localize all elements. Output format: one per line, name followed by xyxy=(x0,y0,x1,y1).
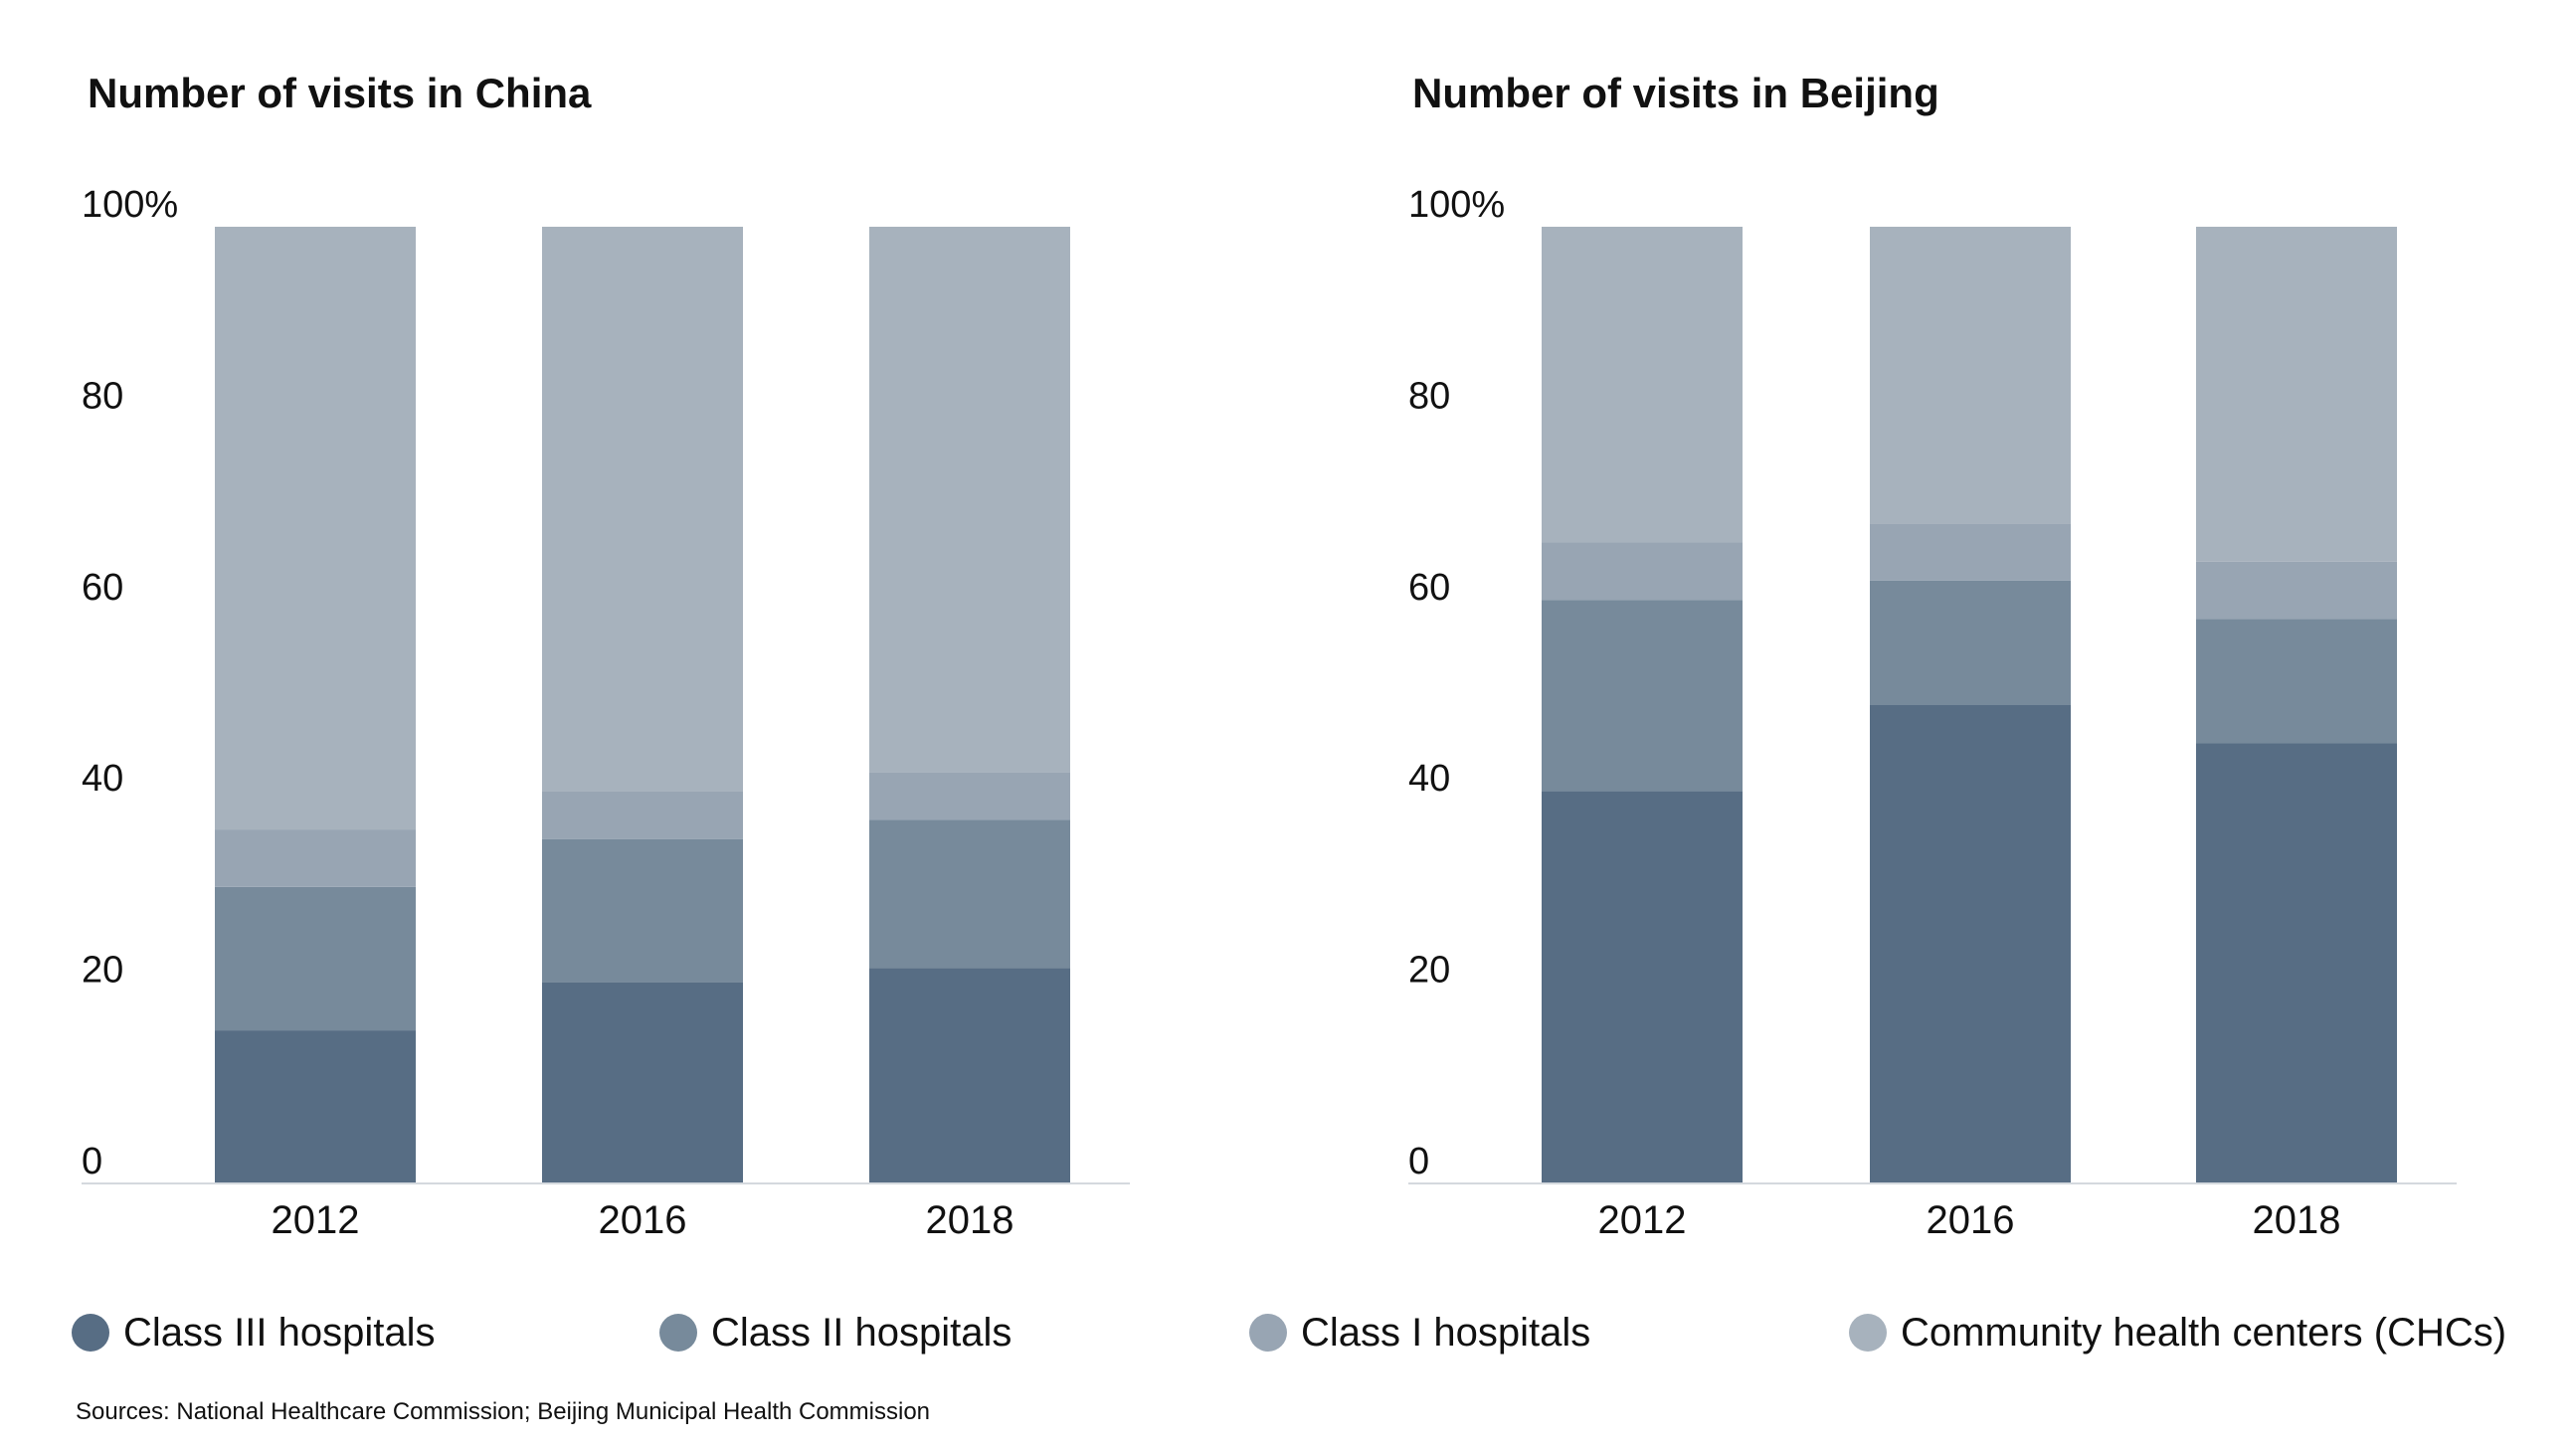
y-tick-label-china: 80 xyxy=(82,375,123,417)
legend-swatch-class-iii xyxy=(72,1314,109,1352)
bar-segment-beijing-2012-s0 xyxy=(1542,791,1743,1183)
bar-segment-china-2018-s2 xyxy=(869,772,1070,820)
bar-segment-china-2016-s0 xyxy=(542,982,743,1183)
bar-segment-china-2016-s1 xyxy=(542,838,743,983)
bar-segment-china-2018-s1 xyxy=(869,819,1070,969)
chart-title-beijing: Number of visits in Beijing xyxy=(1412,70,1939,116)
bar-segment-china-2018-s3 xyxy=(869,227,1070,773)
y-tick-label-china: 60 xyxy=(82,567,123,609)
bar-segment-beijing-2012-s1 xyxy=(1542,600,1743,792)
bar-segment-beijing-2018-s3 xyxy=(2196,227,2397,562)
bar-segment-china-2012-s1 xyxy=(215,886,416,1031)
x-tick-label-beijing: 2016 xyxy=(1927,1198,2015,1242)
x-tick-label-china: 2016 xyxy=(599,1198,687,1242)
bar-segment-china-2018-s0 xyxy=(869,968,1070,1183)
legend-item-class-ii: Class II hospitals xyxy=(659,1293,1012,1372)
bar-segment-china-2016-s3 xyxy=(542,227,743,792)
x-tick-label-beijing: 2018 xyxy=(2253,1198,2341,1242)
legend-item-chcs: Community health centers (CHCs) xyxy=(1849,1293,2506,1372)
legend-label-chcs: Community health centers (CHCs) xyxy=(1901,1310,2507,1355)
y-tick-label-beijing: 20 xyxy=(1408,950,1450,992)
bar-segment-beijing-2016-s1 xyxy=(1870,580,2071,705)
chart-title-china: Number of visits in China xyxy=(88,70,592,116)
charts-canvas: Number of visits in China 100% 80 60 40 20 0 20… xyxy=(82,70,2457,1242)
bar-segment-china-2016-s2 xyxy=(542,791,743,839)
legend-label-class-iii: Class III hospitals xyxy=(123,1310,436,1355)
legend-swatch-class-ii xyxy=(659,1314,697,1352)
x-tick-label-china: 2012 xyxy=(272,1198,360,1242)
chart-china: Number of visits in China 100% 80 60 40 20 0 20… xyxy=(82,70,1130,1242)
legend-label-class-ii: Class II hospitals xyxy=(711,1310,1012,1355)
bar-segment-beijing-2016-s0 xyxy=(1870,705,2071,1183)
bar-segment-beijing-2012-s3 xyxy=(1542,227,1743,543)
x-tick-label-china: 2018 xyxy=(926,1198,1014,1242)
y-tick-label-beijing: 60 xyxy=(1408,567,1450,609)
y-tick-label-beijing: 40 xyxy=(1408,758,1450,800)
bar-segment-beijing-2018-s0 xyxy=(2196,743,2397,1183)
source-note: Sources: National Healthcare Commission;… xyxy=(76,1398,931,1425)
y-tick-label-beijing: 0 xyxy=(1408,1141,1429,1182)
legend-label-class-i: Class I hospitals xyxy=(1301,1310,1591,1355)
legend: Class III hospitals Class II hospitals C… xyxy=(0,1293,2576,1372)
legend-item-class-iii: Class III hospitals xyxy=(72,1293,435,1372)
y-tick-label-china: 20 xyxy=(82,950,123,992)
legend-swatch-class-i xyxy=(1249,1314,1287,1352)
x-tick-label-beijing: 2012 xyxy=(1598,1198,1687,1242)
y-tick-label-china: 40 xyxy=(82,758,123,800)
chart-beijing: Number of visits in Beijing 100% 80 60 40 20 0… xyxy=(1408,70,2457,1242)
y-tick-label-beijing: 80 xyxy=(1408,375,1450,417)
bar-segment-beijing-2016-s3 xyxy=(1870,227,2071,524)
bar-segment-beijing-2018-s2 xyxy=(2196,561,2397,620)
legend-swatch-chcs xyxy=(1849,1314,1887,1352)
y-tick-label-china: 100% xyxy=(82,184,178,226)
y-tick-label-china: 0 xyxy=(82,1141,102,1182)
bar-segment-china-2012-s0 xyxy=(215,1030,416,1183)
bar-segment-beijing-2012-s2 xyxy=(1542,542,1743,601)
legend-item-class-i: Class I hospitals xyxy=(1249,1293,1590,1372)
bar-segment-beijing-2016-s2 xyxy=(1870,523,2071,581)
bar-segment-china-2012-s3 xyxy=(215,227,416,830)
bar-segment-china-2012-s2 xyxy=(215,829,416,887)
y-tick-label-beijing: 100% xyxy=(1408,184,1505,226)
bar-segment-beijing-2018-s1 xyxy=(2196,619,2397,744)
